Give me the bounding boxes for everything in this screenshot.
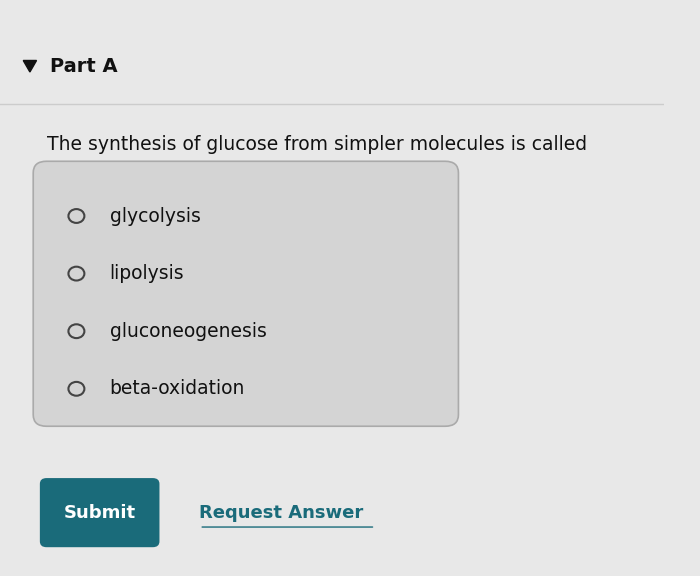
Text: The synthesis of glucose from simpler molecules is called: The synthesis of glucose from simpler mo…	[46, 135, 587, 153]
Text: lipolysis: lipolysis	[110, 264, 184, 283]
FancyBboxPatch shape	[40, 478, 160, 547]
Text: gluconeogenesis: gluconeogenesis	[110, 322, 267, 340]
Text: Submit: Submit	[64, 503, 136, 522]
Text: Part A: Part A	[50, 57, 118, 75]
FancyBboxPatch shape	[33, 161, 458, 426]
Text: beta-oxidation: beta-oxidation	[110, 380, 245, 398]
Polygon shape	[23, 60, 36, 72]
Text: Request Answer: Request Answer	[199, 503, 363, 522]
Text: glycolysis: glycolysis	[110, 207, 200, 225]
